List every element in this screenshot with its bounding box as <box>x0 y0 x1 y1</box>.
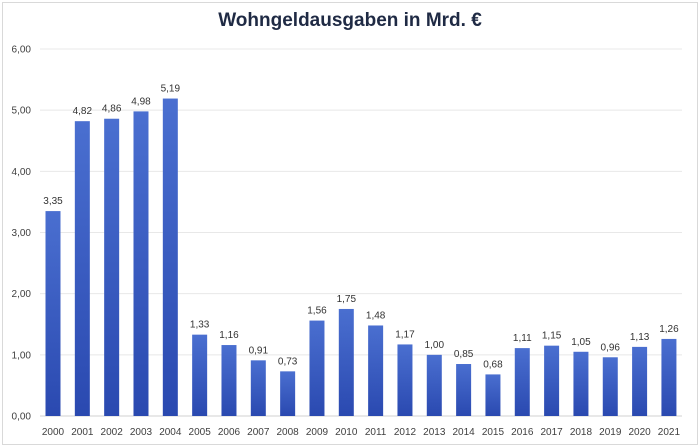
bar <box>133 111 149 416</box>
x-tick-label: 2018 <box>570 427 593 438</box>
bar <box>104 118 120 416</box>
y-tick-label: 2,00 <box>12 289 32 300</box>
x-tick-label: 2003 <box>130 427 153 438</box>
bar <box>544 345 560 416</box>
data-label: 1,13 <box>630 332 650 343</box>
data-label: 4,98 <box>131 96 151 107</box>
y-tick-label: 1,00 <box>12 350 32 361</box>
bar <box>192 334 208 416</box>
data-label: 1,17 <box>395 329 415 340</box>
x-tick-label: 2002 <box>101 427 124 438</box>
data-label: 4,82 <box>73 106 93 117</box>
bar <box>74 121 90 416</box>
bar <box>661 338 677 416</box>
bar <box>368 325 384 416</box>
x-tick-label: 2006 <box>218 427 241 438</box>
data-label: 0,73 <box>278 356 298 367</box>
y-tick-label: 5,00 <box>12 106 32 117</box>
x-tick-label: 2017 <box>540 427 563 438</box>
y-tick-label: 6,00 <box>12 45 32 56</box>
x-tick-label: 2008 <box>277 427 300 438</box>
data-label: 1,05 <box>571 337 591 348</box>
bar <box>309 320 325 416</box>
x-tick-label: 2021 <box>658 427 681 438</box>
bar <box>338 308 354 416</box>
bar <box>573 351 589 416</box>
chart-title: Wohngeldausgaben in Mrd. € <box>218 10 482 31</box>
data-label: 0,96 <box>601 342 621 353</box>
x-tick-label: 2019 <box>599 427 622 438</box>
x-tick-label: 2011 <box>365 427 387 438</box>
bar <box>280 371 296 416</box>
data-label: 1,00 <box>425 340 445 351</box>
y-tick-label: 4,00 <box>12 167 32 178</box>
bar <box>397 344 413 416</box>
x-tick-label: 2012 <box>394 427 417 438</box>
bar <box>456 364 472 416</box>
bar <box>426 354 442 416</box>
x-tick-label: 2013 <box>423 427 446 438</box>
data-label: 1,48 <box>366 310 386 321</box>
y-tick-label: 3,00 <box>12 228 32 239</box>
x-tick-label: 2005 <box>189 427 212 438</box>
x-tick-label: 2020 <box>628 427 651 438</box>
data-label: 1,56 <box>307 306 327 317</box>
data-label: 1,11 <box>513 333 532 344</box>
y-tick-label: 0,00 <box>12 412 32 423</box>
bar <box>221 345 237 416</box>
x-tick-label: 2001 <box>71 427 94 438</box>
data-label: 1,16 <box>219 330 239 341</box>
bar <box>250 360 266 416</box>
x-tick-label: 2015 <box>482 427 505 438</box>
bar <box>602 357 618 416</box>
data-label: 1,75 <box>337 294 357 305</box>
data-label: 0,68 <box>483 359 503 370</box>
x-tick-label: 2007 <box>247 427 270 438</box>
data-label: 1,26 <box>659 324 679 335</box>
bar <box>45 211 61 416</box>
x-tick-label: 2010 <box>335 427 358 438</box>
bar <box>514 348 530 416</box>
data-label: 1,15 <box>542 331 562 342</box>
x-tick-label: 2009 <box>306 427 329 438</box>
data-label: 0,85 <box>454 349 474 360</box>
x-tick-label: 2004 <box>159 427 182 438</box>
data-label: 3,35 <box>43 196 63 207</box>
data-label: 5,19 <box>161 84 181 95</box>
data-label: 1,33 <box>190 320 210 331</box>
x-tick-label: 2000 <box>42 427 65 438</box>
x-tick-label: 2014 <box>452 427 475 438</box>
x-tick-label: 2016 <box>511 427 534 438</box>
bar <box>485 374 501 416</box>
bar <box>162 98 178 417</box>
data-label: 4,86 <box>102 104 122 115</box>
data-label: 0,91 <box>249 345 269 356</box>
bar <box>632 346 648 416</box>
